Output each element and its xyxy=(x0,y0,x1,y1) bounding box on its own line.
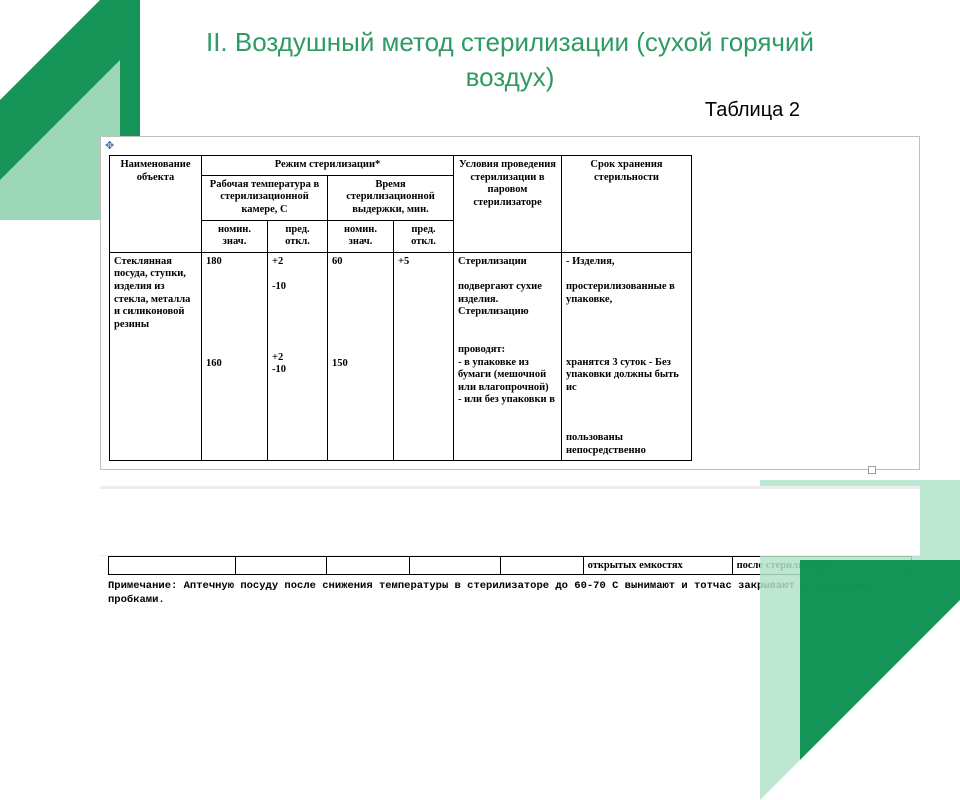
cell-temp-dev: +2 -10 +2 -10 xyxy=(268,252,328,461)
slide-title: II. Воздушный метод стерилизации (сухой … xyxy=(120,25,900,95)
sterilization-table: Наименование объекта Режим стерилизации*… xyxy=(109,155,692,461)
c1 xyxy=(109,557,236,575)
lower-row-table: открытых емкостях после стерилизации xyxy=(108,556,912,575)
th-time-group: Время стерилизационной выдержки, мин. xyxy=(328,175,454,220)
val: +5 xyxy=(398,256,409,267)
lower-fragment: открытых емкостях после стерилизации При… xyxy=(100,556,920,607)
th-mode: Режим стерилизации* xyxy=(202,156,454,176)
val: 160 xyxy=(206,358,222,369)
th-temp-group: Рабочая температура в стерилизационной к… xyxy=(202,175,328,220)
cell-temp-nom: 180 160 xyxy=(202,252,268,461)
cell-conditions: Стерилизации подвергают сухие изделия. С… xyxy=(454,252,562,461)
val: 150 xyxy=(332,358,348,369)
th-object: Наименование объекта xyxy=(110,156,202,253)
title-line1: II. Воздушный метод стерилизации (сухой … xyxy=(206,27,814,57)
resize-handle-icon xyxy=(868,466,876,474)
c7: после стерилизации xyxy=(732,557,911,575)
table-row: Стеклянная посуда, ступки, изделия из ст… xyxy=(110,252,692,461)
gap-region xyxy=(100,486,920,556)
th-time-dev: пред. откл. xyxy=(394,220,454,252)
cell-time-nom: 60 150 xyxy=(328,252,394,461)
th-storage: Срок хранения стерильности xyxy=(562,156,692,253)
embedded-doc: ✥ Наименование объекта Режим стерилизаци… xyxy=(100,136,920,470)
table-row: открытых емкостях после стерилизации xyxy=(109,557,912,575)
val: +2 -10 xyxy=(272,256,286,292)
c3 xyxy=(326,557,409,575)
c5 xyxy=(500,557,583,575)
th-conditions: Условия проведения стерилизации в парово… xyxy=(454,156,562,253)
title-area: II. Воздушный метод стерилизации (сухой … xyxy=(0,0,960,95)
table-caption: Таблица 2 xyxy=(0,99,960,122)
cell-storage: - Изделия, простерилизованные в упаковке… xyxy=(562,252,692,461)
title-line2: воздух) xyxy=(466,62,555,92)
th-time-nom: номин. знач. xyxy=(328,220,394,252)
cell-object: Стеклянная посуда, ступки, изделия из ст… xyxy=(110,252,202,461)
move-handle-icon: ✥ xyxy=(101,137,919,155)
cell-time-dev: +5 xyxy=(394,252,454,461)
footnote: Примечание: Аптечную посуду после снижен… xyxy=(108,579,912,607)
val: 60 xyxy=(332,256,343,267)
th-temp-dev: пред. откл. xyxy=(268,220,328,252)
th-temp-nom: номин. знач. xyxy=(202,220,268,252)
c2 xyxy=(235,557,326,575)
c4 xyxy=(409,557,500,575)
val: 180 xyxy=(206,256,222,267)
embedded-doc-wrap: ✥ Наименование объекта Режим стерилизаци… xyxy=(100,136,920,470)
val: +2 -10 xyxy=(272,352,286,376)
c6: открытых емкостях xyxy=(583,557,732,575)
